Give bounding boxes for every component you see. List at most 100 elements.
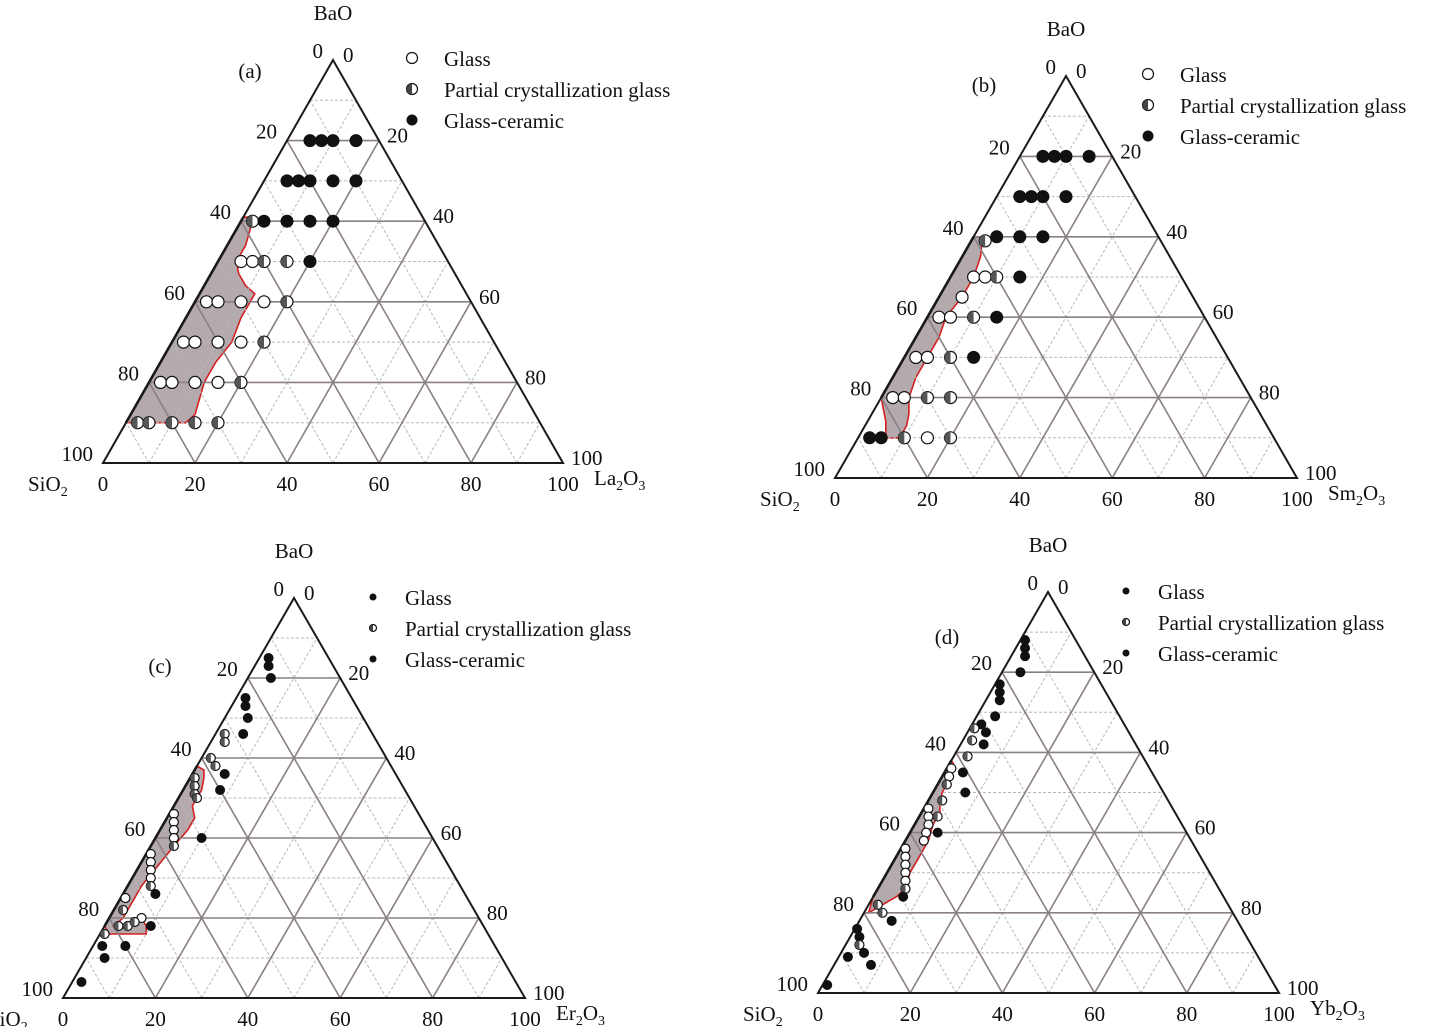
minor-gridline	[1140, 872, 1211, 994]
partial-crystallization-point	[257, 335, 271, 349]
glass-ceramic-point	[886, 915, 897, 926]
right-axis-tick-label: 60	[479, 285, 500, 309]
minor-gridline	[886, 872, 957, 994]
minor-gridline	[217, 261, 334, 464]
minor-gridline	[863, 631, 1072, 994]
glass-ceramic-point	[292, 174, 305, 188]
glass-ceramic-point	[1013, 230, 1027, 244]
glass-ceramic-point	[990, 310, 1004, 324]
glass-point	[932, 310, 946, 324]
major-gridline	[154, 837, 249, 999]
triangle-frame	[833, 73, 1299, 479]
glass-ceramic-point	[957, 767, 968, 778]
partial-crystallization-point	[219, 728, 230, 740]
glass-ceramic-point	[874, 431, 888, 445]
glass-ceramic-point	[263, 661, 274, 671]
major-gridline	[1203, 397, 1252, 479]
glass-ceramic-point	[1059, 149, 1073, 163]
glass-ceramic-point	[99, 953, 110, 963]
right-axis-tick-label: 80	[487, 901, 508, 925]
apex-label-sio2: SiO2	[760, 487, 800, 515]
minor-gridline	[125, 422, 150, 464]
partial-crystallization-point	[280, 295, 294, 309]
minor-gridline	[516, 422, 541, 464]
minor-gridline	[385, 877, 457, 999]
apex-label-oxide: Er2O3	[556, 1001, 605, 1027]
legend-glass-marker	[1141, 67, 1155, 81]
glass-ceramic-point	[326, 214, 340, 228]
left-axis-tick-label: 20	[256, 120, 277, 144]
apex-label-bao: BaO	[1029, 533, 1068, 557]
glass-ceramic-point	[1015, 667, 1026, 678]
glass-point	[920, 350, 935, 364]
right-axis-tick-label: 80	[1259, 381, 1280, 405]
major-gridline	[1111, 316, 1206, 479]
partial-crystallization-point	[920, 391, 935, 405]
bottom-axis-tick-label: 60	[330, 1007, 351, 1027]
left-axis-tick-label: 60	[896, 296, 917, 320]
partial-crystallization-point	[978, 234, 992, 248]
minor-gridline	[1048, 792, 1164, 994]
partial-crystallization-point	[99, 928, 110, 940]
bottom-axis-tick-label: 0	[98, 472, 109, 496]
bottom-axis-tick-label: 80	[1176, 1002, 1197, 1026]
glass-point	[897, 391, 911, 405]
glass-point	[257, 295, 271, 309]
legend-label: Glass-ceramic	[1180, 125, 1300, 149]
apex-label-bao: BaO	[275, 539, 314, 563]
partial-crystallization-point	[257, 254, 271, 269]
glass-ceramic-point	[326, 174, 340, 188]
left-axis-tick-label: 40	[210, 200, 231, 224]
glass-point	[955, 290, 969, 304]
partial-crystallization-point	[967, 735, 978, 746]
left-axis-tick-label: 80	[833, 892, 854, 916]
glass-point	[199, 295, 214, 309]
panel-label: (b)	[972, 73, 997, 97]
glass-forming-region	[867, 758, 955, 915]
legend-label: Glass-ceramic	[444, 109, 564, 133]
glass-ceramic-point	[150, 889, 161, 899]
glass-ceramic-point	[994, 695, 1005, 706]
partial-crystallization-point	[943, 391, 958, 405]
legend-partial-marker	[368, 623, 378, 633]
legend-label: Glass	[1158, 580, 1205, 604]
bottom-axis-tick-label: 20	[917, 487, 938, 511]
data-points	[76, 653, 276, 987]
data-points	[822, 635, 1031, 990]
minor-gridlines	[125, 99, 541, 464]
major-gridline	[863, 912, 911, 994]
minor-gridline	[857, 437, 882, 479]
minor-gridline	[955, 712, 1118, 994]
bottom-axis-tick-label: 0	[830, 487, 841, 511]
partial-crystallization-point	[211, 416, 225, 430]
glass-point	[234, 335, 248, 349]
legend-partial-marker	[1121, 617, 1131, 627]
glass-ceramic-point	[865, 959, 876, 970]
legend-ceramic-marker	[1122, 587, 1130, 595]
minor-gridline	[240, 180, 403, 464]
bottom-axis-tick-label: 40	[237, 1007, 258, 1027]
bottom-axis-tick-label: 0	[813, 1002, 824, 1026]
legend: Glass Partial crystallization glass Glass-…	[405, 47, 670, 133]
glass-point	[943, 310, 958, 324]
ternary-panel-c: 001002020804040606060408080201001000BaOS…	[0, 539, 631, 1027]
glass-ceramic-point	[978, 739, 989, 750]
legend-label: Partial crystallization glass	[444, 78, 670, 102]
right-axis-tick-label: 0	[304, 581, 315, 605]
minor-gridlines	[85, 637, 503, 999]
left-axis-tick-label: 20	[971, 651, 992, 675]
legend-ceramic-marker	[369, 593, 377, 601]
bottom-axis-tick-label: 100	[547, 472, 579, 496]
partial-crystallization-point	[872, 899, 883, 910]
bottom-axis-tick-label: 80	[461, 472, 482, 496]
right-axis-tick-label: 20	[1102, 655, 1123, 679]
glass-ceramic-point	[1036, 149, 1050, 163]
minor-gridline	[932, 792, 1049, 994]
glass-ceramic-point	[303, 174, 317, 188]
partial-crystallization-point	[245, 214, 260, 228]
glass-ceramic-point	[120, 941, 131, 951]
legend: Glass Partial crystallization glass Glass-…	[368, 586, 631, 672]
glass-point	[176, 335, 191, 349]
